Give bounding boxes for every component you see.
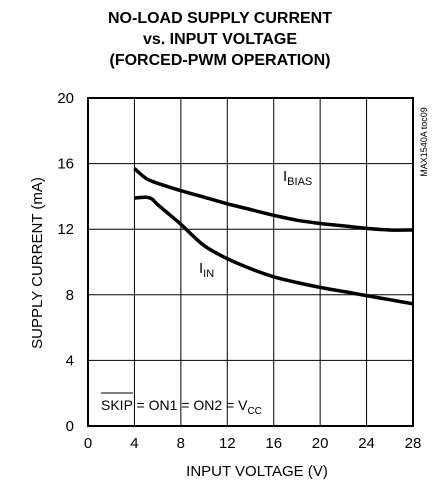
x-tick-label: 12: [219, 435, 236, 452]
series-label-iin: IIN: [199, 260, 214, 280]
series-label-ibias: IBIAS: [283, 168, 312, 188]
x-tick-label: 8: [177, 435, 185, 452]
y-tick-label: 8: [66, 287, 74, 304]
series-label-ibias-sub: BIAS: [287, 176, 312, 188]
y-tick-label: 0: [66, 418, 74, 435]
series-label-ibias-main: I: [283, 168, 287, 185]
y-tick-label: 12: [57, 221, 74, 238]
y-tick-label: 16: [57, 156, 74, 173]
x-tick-label: 16: [265, 435, 282, 452]
chart-title: NO-LOAD SUPPLY CURRENT vs. INPUT VOLTAGE…: [0, 8, 440, 71]
series-line-ibias: [133, 167, 414, 232]
series-label-iin-main: I: [199, 260, 203, 277]
x-tick-label: 4: [130, 435, 138, 452]
skip-label: SKIP: [101, 397, 133, 413]
grid-lines: [88, 98, 413, 426]
plot-frame: [87, 97, 414, 427]
x-tick-label: 20: [312, 435, 329, 452]
watermark-label: MAX1540A toc09: [419, 107, 429, 177]
chart-title-line-3: (FORCED-PWM OPERATION): [109, 52, 331, 69]
x-tick-label: 0: [84, 435, 92, 452]
x-tick-label: 28: [405, 435, 422, 452]
tick-labels: 0 4 8 12 16 20 24 28 0 4 8 12 16 20: [57, 90, 421, 452]
chart-title-line-1: NO-LOAD SUPPLY CURRENT: [107, 10, 333, 27]
series-label-iin-sub: IN: [203, 268, 214, 280]
x-tick-label: 24: [358, 435, 375, 452]
y-tick-label: 20: [57, 90, 74, 107]
series-line-iin: [134, 195, 414, 306]
annotation-sub: CC: [247, 406, 261, 417]
series-layer: [133, 167, 414, 306]
y-tick-label: 4: [66, 352, 74, 369]
y-axis-label: SUPPLY CURRENT (mA): [29, 177, 46, 349]
annotation-rest: = ON1 = ON2 = V: [133, 397, 248, 413]
condition-annotation: SKIP = ON1 = ON2 = VCC: [101, 397, 262, 417]
chart-title-line-2: vs. INPUT VOLTAGE: [142, 31, 298, 48]
x-axis-label: INPUT VOLTAGE (V): [186, 463, 328, 480]
